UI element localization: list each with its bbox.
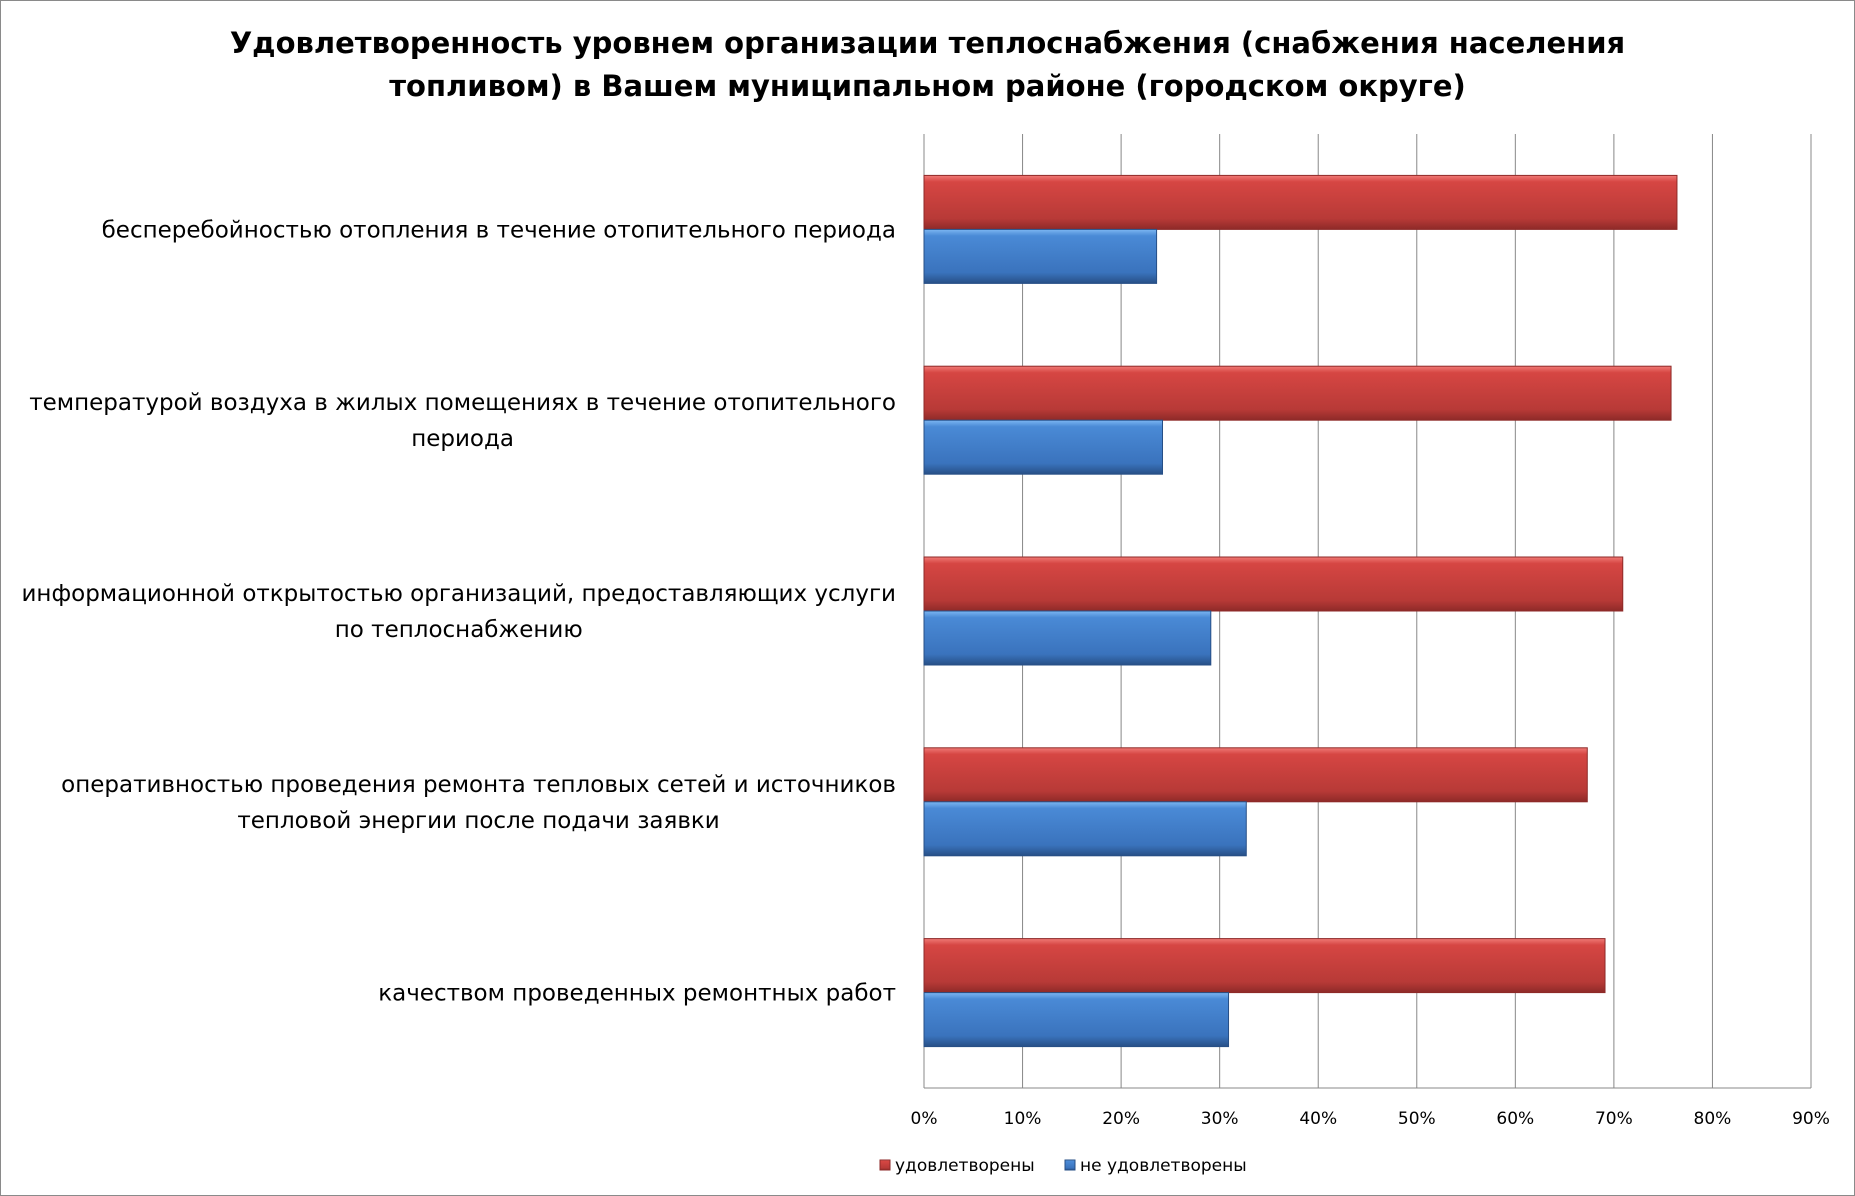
- category-label: по теплоснабжению: [335, 617, 583, 643]
- legend-label: не удовлетворены: [1080, 1156, 1247, 1176]
- bar-not-satisfied: [923, 801, 1247, 857]
- x-tick-label: 60%: [1496, 1109, 1534, 1129]
- category-label: оперативностью проведения ремонта теплов…: [61, 772, 896, 798]
- bar-satisfied: [923, 938, 1606, 994]
- bar-satisfied: [923, 365, 1672, 421]
- bar-not-satisfied: [923, 419, 1164, 475]
- legend-label: удовлетворены: [895, 1156, 1035, 1176]
- chart-title-line-1: Удовлетворенность уровнем организации те…: [229, 26, 1626, 60]
- x-tick-label: 40%: [1299, 1109, 1337, 1129]
- chart-title: Удовлетворенность уровнем организации те…: [0, 22, 1855, 108]
- bar-satisfied: [923, 747, 1588, 803]
- x-tick-label: 80%: [1694, 1109, 1732, 1129]
- x-tick-label: 70%: [1595, 1109, 1633, 1129]
- x-tick-label: 90%: [1792, 1109, 1830, 1129]
- x-tick-label: 30%: [1201, 1109, 1239, 1129]
- x-tick-label: 50%: [1398, 1109, 1436, 1129]
- chart-title-line-2: топливом) в Вашем муниципальном районе (…: [389, 69, 1466, 103]
- bar-not-satisfied: [923, 228, 1158, 284]
- legend-swatch-satisfied: [879, 1159, 891, 1171]
- x-tick-label: 0%: [911, 1109, 938, 1129]
- category-label: тепловой энергии после подачи заявки: [237, 808, 719, 834]
- category-label: бесперебойностью отопления в течение ото…: [102, 217, 896, 243]
- category-label: периода: [411, 426, 514, 452]
- category-label: температурой воздуха в жилых помещениях …: [29, 390, 896, 416]
- x-tick-label: 20%: [1102, 1109, 1140, 1129]
- x-tick-label: 10%: [1004, 1109, 1042, 1129]
- bar-satisfied: [923, 174, 1678, 230]
- category-label: информационной открытостью организаций, …: [21, 581, 896, 607]
- bar-satisfied: [923, 556, 1624, 612]
- bar-not-satisfied: [923, 992, 1230, 1048]
- legend-swatch-not-satisfied: [1064, 1159, 1076, 1171]
- category-label: качеством проведенных ремонтных работ: [378, 981, 896, 1007]
- bar-not-satisfied: [923, 610, 1212, 666]
